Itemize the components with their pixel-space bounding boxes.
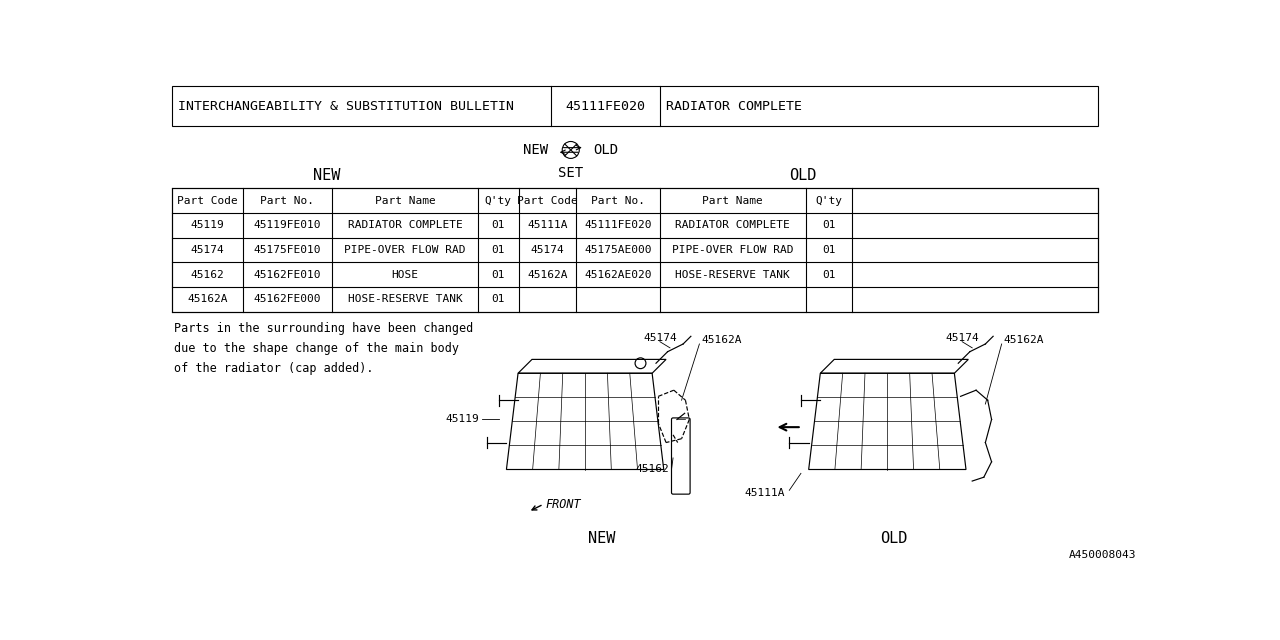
Text: 01: 01 bbox=[822, 269, 836, 280]
Text: Part Code: Part Code bbox=[517, 196, 577, 206]
Text: HOSE: HOSE bbox=[392, 269, 419, 280]
Text: 45174: 45174 bbox=[531, 245, 564, 255]
Text: RADIATOR COMPLETE: RADIATOR COMPLETE bbox=[666, 100, 803, 113]
Text: 01: 01 bbox=[822, 245, 836, 255]
Text: 01: 01 bbox=[822, 220, 836, 230]
Text: 45162A: 45162A bbox=[187, 294, 228, 305]
Text: 45119FE010: 45119FE010 bbox=[253, 220, 321, 230]
Text: 45111A: 45111A bbox=[745, 488, 786, 498]
Text: Q'ty: Q'ty bbox=[815, 196, 842, 206]
Text: 01: 01 bbox=[492, 220, 506, 230]
Text: 45174: 45174 bbox=[945, 333, 979, 343]
Text: 45162FE000: 45162FE000 bbox=[253, 294, 321, 305]
Text: A450008043: A450008043 bbox=[1069, 550, 1137, 561]
Text: Q'ty: Q'ty bbox=[485, 196, 512, 206]
Text: Part No.: Part No. bbox=[261, 196, 315, 206]
FancyBboxPatch shape bbox=[672, 418, 690, 494]
Text: 01: 01 bbox=[492, 245, 506, 255]
Text: Parts in the surrounding have been changed
due to the shape change of the main b: Parts in the surrounding have been chang… bbox=[174, 322, 474, 374]
Bar bbox=[172, 188, 1098, 312]
Text: NEW: NEW bbox=[312, 168, 340, 183]
Text: PIPE-OVER FLOW RAD: PIPE-OVER FLOW RAD bbox=[672, 245, 794, 255]
Text: 45175FE010: 45175FE010 bbox=[253, 245, 321, 255]
Text: Part Name: Part Name bbox=[703, 196, 763, 206]
Text: OLD: OLD bbox=[593, 143, 618, 157]
Text: 45162: 45162 bbox=[191, 269, 224, 280]
Text: PIPE-OVER FLOW RAD: PIPE-OVER FLOW RAD bbox=[344, 245, 466, 255]
Text: 45119: 45119 bbox=[191, 220, 224, 230]
Text: HOSE-RESERVE TANK: HOSE-RESERVE TANK bbox=[676, 269, 790, 280]
Text: 45119: 45119 bbox=[445, 415, 479, 424]
Text: FRONT: FRONT bbox=[545, 499, 581, 511]
Text: OLD: OLD bbox=[790, 168, 817, 183]
Text: 45162FE010: 45162FE010 bbox=[253, 269, 321, 280]
Text: OLD: OLD bbox=[881, 531, 908, 547]
Text: Part Code: Part Code bbox=[177, 196, 238, 206]
Text: 45162A: 45162A bbox=[527, 269, 568, 280]
Text: Part Name: Part Name bbox=[375, 196, 435, 206]
Text: 45111FE020: 45111FE020 bbox=[566, 100, 645, 113]
Text: 45175AE000: 45175AE000 bbox=[584, 245, 652, 255]
Text: INTERCHANGEABILITY & SUBSTITUTION BULLETIN: INTERCHANGEABILITY & SUBSTITUTION BULLET… bbox=[178, 100, 513, 113]
Text: 45111A: 45111A bbox=[527, 220, 568, 230]
Text: Part No.: Part No. bbox=[591, 196, 645, 206]
Text: 45111FE020: 45111FE020 bbox=[584, 220, 652, 230]
Text: 01: 01 bbox=[492, 269, 506, 280]
Text: 45162: 45162 bbox=[635, 465, 669, 474]
Text: 01: 01 bbox=[492, 294, 506, 305]
Text: RADIATOR COMPLETE: RADIATOR COMPLETE bbox=[676, 220, 790, 230]
Text: 45162A: 45162A bbox=[1004, 335, 1043, 345]
Text: 45174: 45174 bbox=[643, 333, 677, 343]
Text: NEW: NEW bbox=[588, 531, 616, 547]
Text: RADIATOR COMPLETE: RADIATOR COMPLETE bbox=[348, 220, 462, 230]
Text: HOSE-RESERVE TANK: HOSE-RESERVE TANK bbox=[348, 294, 462, 305]
Text: SET: SET bbox=[558, 166, 584, 180]
Text: 45174: 45174 bbox=[191, 245, 224, 255]
Bar bbox=[172, 86, 1098, 126]
Text: NEW: NEW bbox=[524, 143, 548, 157]
Text: 45162AE020: 45162AE020 bbox=[584, 269, 652, 280]
Text: 45162A: 45162A bbox=[701, 335, 741, 345]
